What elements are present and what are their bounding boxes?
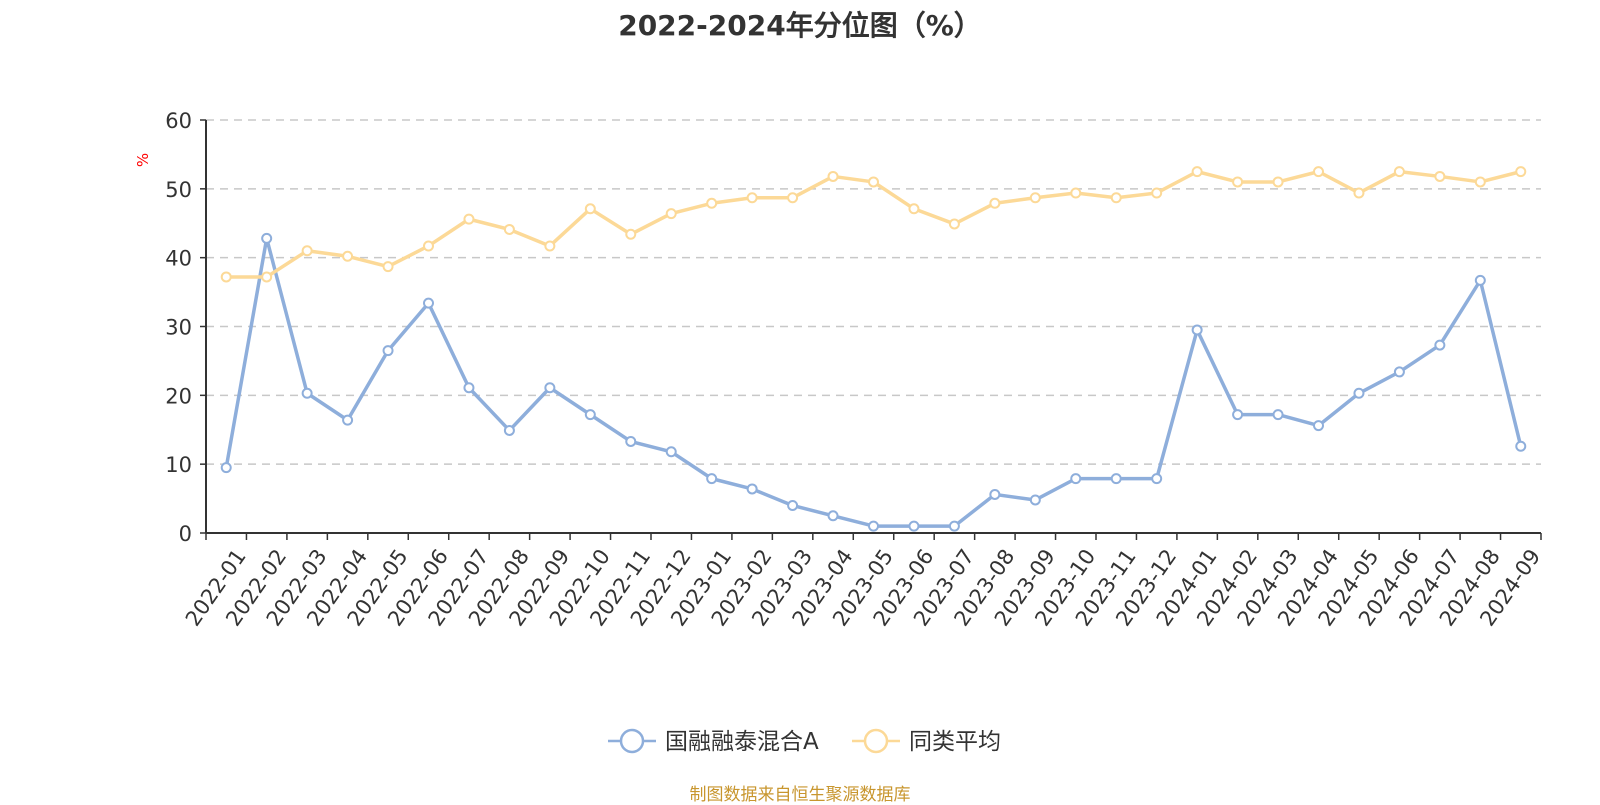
data-point[interactable] — [342, 250, 354, 262]
data-point[interactable] — [827, 510, 839, 522]
data-point[interactable] — [746, 192, 758, 204]
data-point[interactable] — [1272, 409, 1284, 421]
data-point[interactable] — [1070, 473, 1082, 485]
data-point[interactable] — [1110, 473, 1122, 485]
data-point[interactable] — [544, 240, 556, 252]
series-2 — [220, 166, 1527, 283]
data-point[interactable] — [423, 297, 434, 309]
y-axis-label: % — [134, 153, 152, 167]
data-point[interactable] — [1029, 494, 1041, 506]
data-point[interactable] — [989, 488, 1001, 500]
x-ticks: 2022-012022-022022-032022-042022-052022-… — [181, 533, 1545, 630]
data-point[interactable] — [544, 382, 556, 394]
y-tick-label: 0 — [179, 522, 192, 546]
data-point[interactable] — [1313, 166, 1324, 178]
legend-label: 国融融泰混合A — [665, 729, 819, 755]
data-point[interactable] — [503, 424, 515, 436]
series-group — [220, 166, 1527, 532]
data-point[interactable] — [1515, 166, 1527, 178]
legend-item[interactable]: 同类平均 — [852, 728, 1001, 755]
series-line — [224, 236, 1523, 528]
data-point[interactable] — [827, 170, 839, 182]
y-tick-label: 60 — [165, 109, 192, 133]
data-point[interactable] — [665, 446, 677, 458]
data-point[interactable] — [423, 240, 434, 252]
data-point[interactable] — [625, 435, 637, 447]
data-point[interactable] — [1353, 187, 1365, 199]
data-point[interactable] — [1110, 192, 1122, 204]
data-point[interactable] — [261, 232, 273, 244]
data-point[interactable] — [948, 218, 960, 230]
data-point[interactable] — [1191, 166, 1203, 178]
y-tick-label: 30 — [165, 316, 192, 340]
data-point[interactable] — [787, 499, 799, 511]
data-point[interactable] — [948, 520, 960, 532]
data-point[interactable] — [1029, 192, 1041, 204]
data-point[interactable] — [382, 261, 394, 273]
data-point[interactable] — [463, 382, 475, 394]
data-point[interactable] — [342, 414, 354, 426]
legend-item[interactable]: 国融融泰混合A — [608, 728, 819, 755]
data-point[interactable] — [1474, 274, 1486, 286]
data-point[interactable] — [908, 520, 920, 532]
y-tick-label: 40 — [165, 247, 192, 271]
data-point[interactable] — [1393, 366, 1405, 378]
data-point[interactable] — [1353, 387, 1365, 399]
data-point[interactable] — [503, 223, 515, 235]
series-1 — [220, 232, 1527, 532]
legend[interactable]: 国融融泰混合A 同类平均 — [608, 728, 1001, 755]
data-point[interactable] — [1232, 409, 1244, 421]
data-point[interactable] — [220, 271, 232, 283]
data-point[interactable] — [220, 462, 232, 474]
data-point[interactable] — [787, 192, 799, 204]
data-point[interactable] — [1070, 187, 1082, 199]
data-point[interactable] — [1434, 170, 1446, 182]
grid-lines — [206, 119, 1541, 465]
legend-marker — [619, 728, 645, 754]
data-source-note: 制图数据来自恒生聚源数据库 — [689, 785, 911, 805]
data-point[interactable] — [382, 345, 394, 357]
data-point[interactable] — [301, 387, 313, 399]
data-point[interactable] — [1191, 324, 1203, 336]
y-ticks: 0 10 20 30 40 50 60 — [165, 109, 206, 546]
legend-label: 同类平均 — [909, 729, 1001, 755]
data-point[interactable] — [1393, 166, 1405, 178]
data-point[interactable] — [1151, 473, 1163, 485]
data-point[interactable] — [746, 483, 758, 495]
data-point[interactable] — [868, 520, 879, 532]
data-point[interactable] — [261, 271, 273, 283]
data-point[interactable] — [1272, 176, 1284, 188]
data-point[interactable] — [301, 245, 313, 257]
legend-marker — [863, 728, 889, 754]
data-point[interactable] — [463, 213, 475, 225]
data-point[interactable] — [1313, 420, 1324, 432]
data-point[interactable] — [706, 197, 718, 209]
data-point[interactable] — [989, 197, 1001, 209]
data-point[interactable] — [1151, 187, 1163, 199]
data-point[interactable] — [625, 228, 637, 240]
data-point[interactable] — [1474, 176, 1486, 188]
data-point[interactable] — [584, 203, 596, 215]
data-point[interactable] — [706, 473, 718, 485]
data-point[interactable] — [908, 203, 920, 215]
data-point[interactable] — [868, 176, 879, 188]
y-tick-label: 50 — [165, 178, 192, 202]
data-point[interactable] — [1434, 339, 1446, 351]
data-point[interactable] — [1515, 440, 1527, 452]
chart-title: 2022-2024年分位图（%） — [618, 9, 982, 42]
y-tick-label: 20 — [165, 384, 192, 408]
data-point[interactable] — [665, 208, 677, 220]
y-tick-label: 10 — [165, 453, 192, 477]
data-point[interactable] — [1232, 176, 1244, 188]
data-point[interactable] — [584, 409, 596, 421]
